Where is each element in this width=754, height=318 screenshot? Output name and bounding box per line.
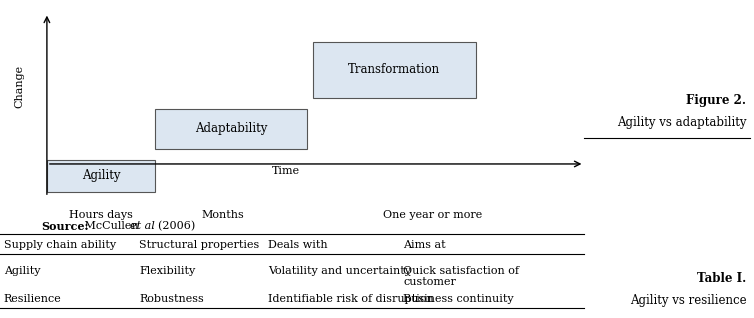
Text: Identifiable risk of disruption: Identifiable risk of disruption xyxy=(268,294,434,304)
Text: Transformation: Transformation xyxy=(348,63,440,76)
Text: et al: et al xyxy=(130,221,155,231)
Text: Quick satisfaction of
customer: Quick satisfaction of customer xyxy=(403,266,520,287)
Text: Supply chain ability: Supply chain ability xyxy=(4,240,116,251)
FancyBboxPatch shape xyxy=(155,109,308,149)
Text: Agility vs adaptability: Agility vs adaptability xyxy=(617,116,746,129)
Text: Volatility and uncertainty: Volatility and uncertainty xyxy=(268,266,411,275)
FancyBboxPatch shape xyxy=(47,160,155,192)
Text: Figure 2.: Figure 2. xyxy=(686,94,746,107)
Text: Deals with: Deals with xyxy=(268,240,327,251)
Text: Agility vs resilience: Agility vs resilience xyxy=(630,294,746,307)
Text: Aims at: Aims at xyxy=(403,240,446,251)
Text: Change: Change xyxy=(15,65,25,108)
Text: Robustness: Robustness xyxy=(139,294,204,304)
Text: Source:: Source: xyxy=(41,221,89,232)
Text: Flexibility: Flexibility xyxy=(139,266,196,275)
Text: Months: Months xyxy=(202,210,245,220)
Text: Agility: Agility xyxy=(4,266,40,275)
Text: Table I.: Table I. xyxy=(697,272,746,285)
FancyBboxPatch shape xyxy=(313,42,476,98)
Text: Agility: Agility xyxy=(82,169,121,183)
Text: Structural properties: Structural properties xyxy=(139,240,259,251)
Text: Business continuity: Business continuity xyxy=(403,294,514,304)
Text: Time: Time xyxy=(271,166,300,176)
Text: Resilience: Resilience xyxy=(4,294,62,304)
Text: Adaptability: Adaptability xyxy=(195,122,268,135)
Text: . (2006): . (2006) xyxy=(151,221,195,231)
Text: One year or more: One year or more xyxy=(383,210,482,220)
Text: McCullen: McCullen xyxy=(81,221,142,231)
Text: Hours days: Hours days xyxy=(69,210,133,220)
